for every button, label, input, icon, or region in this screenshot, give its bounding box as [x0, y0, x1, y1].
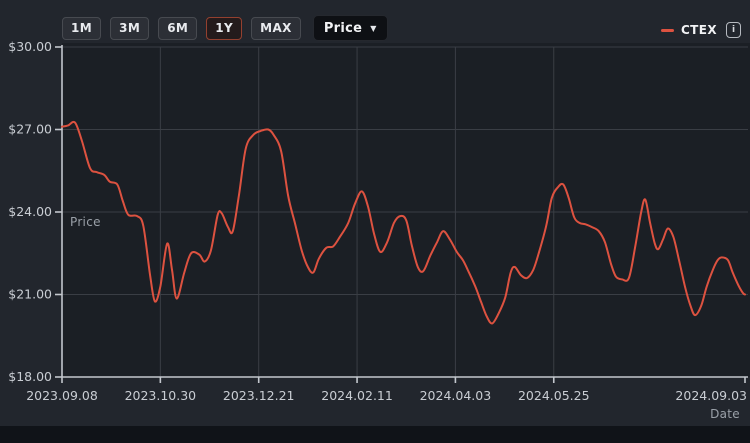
range-button-3m[interactable]: 3M: [110, 16, 150, 40]
chevron-down-icon: ▼: [370, 24, 377, 33]
plot-area: [62, 43, 750, 377]
x-tick-label: 2023.12.21: [223, 388, 295, 403]
y-tick-label: $24.00: [8, 204, 52, 219]
y-axis-title: Price: [70, 215, 101, 229]
x-tick-label: 2023.09.08: [26, 388, 98, 403]
x-axis-title: Date: [710, 407, 740, 421]
info-icon[interactable]: i: [726, 22, 741, 38]
range-button-1y[interactable]: 1Y: [206, 16, 243, 40]
y-tick-label: $27.00: [8, 122, 52, 137]
metric-dropdown-label: Price: [323, 20, 363, 36]
price-line: [61, 120, 746, 325]
x-tick-label: 2023.10.30: [125, 388, 197, 403]
y-tick-label: $30.00: [8, 39, 52, 54]
legend-line-swatch: [660, 28, 674, 32]
y-tick-label: $18.00: [8, 369, 52, 384]
metric-dropdown[interactable]: Price ▼: [312, 15, 388, 41]
x-tick-label: 2024.05.25: [518, 388, 590, 403]
x-tick-label: 2024.04.03: [420, 388, 492, 403]
legend-series-label: CTEX: [680, 23, 717, 37]
range-button-1m[interactable]: 1M: [62, 16, 102, 40]
x-tick-label: 2024.09.03: [675, 388, 747, 403]
range-button-group: 1M 3M 6M 1Y MAX: [62, 16, 301, 40]
bottom-strip: [0, 426, 750, 443]
x-tick-label: 2024.02.11: [321, 388, 393, 403]
y-tick-label: $21.00: [8, 287, 52, 302]
legend: CTEX i: [660, 22, 741, 38]
range-button-max[interactable]: MAX: [251, 16, 301, 40]
toolbar: 1M 3M 6M 1Y MAX Price ▼: [62, 15, 388, 41]
range-button-6m[interactable]: 6M: [158, 16, 198, 40]
